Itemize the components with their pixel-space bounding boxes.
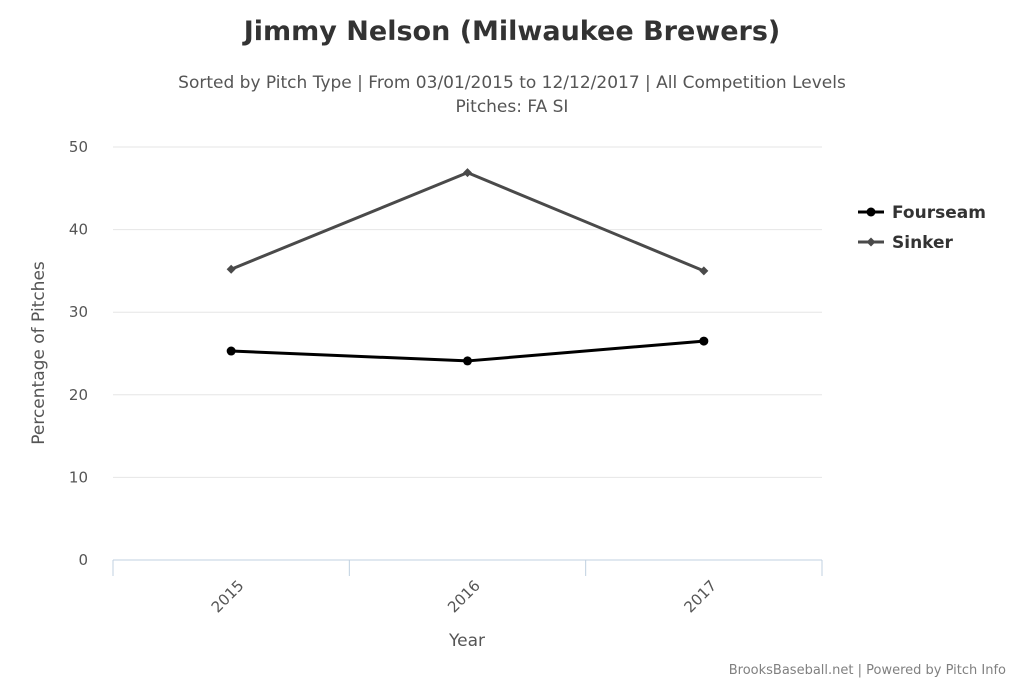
x-axis-title: Year <box>448 631 485 651</box>
x-tick-label: 2015 <box>208 577 248 617</box>
y-tick-label: 0 <box>78 551 88 569</box>
legend-item-sinker[interactable]: Sinker <box>858 233 954 253</box>
data-point-sinker[interactable] <box>226 264 236 274</box>
data-point-fourseam[interactable] <box>463 356 472 366</box>
y-axis-ticks: 0 10 20 30 40 50 <box>69 138 88 569</box>
x-tick-label: 2016 <box>444 577 484 617</box>
legend-label-sinker: Sinker <box>892 233 954 253</box>
data-point-sinker[interactable] <box>699 266 709 276</box>
legend-item-fourseam[interactable]: Fourseam <box>858 203 986 223</box>
x-axis-ticks: 2015 2016 2017 <box>208 577 720 617</box>
y-tick-label: 20 <box>69 386 88 404</box>
legend-marker-fourseam <box>866 207 876 217</box>
chart-subtitle-line-2: Pitches: FA SI <box>456 97 569 117</box>
y-tick-label: 40 <box>69 221 88 239</box>
legend-label-fourseam: Fourseam <box>892 203 986 223</box>
legend[interactable]: Fourseam Sinker <box>858 203 986 253</box>
y-tick-label: 10 <box>69 468 88 486</box>
series-lines <box>226 168 709 366</box>
credits-text[interactable]: BrooksBaseball.net | Powered by Pitch In… <box>729 663 1006 678</box>
chart-title: Jimmy Nelson (Milwaukee Brewers) <box>242 16 781 47</box>
y-tick-label: 30 <box>69 303 88 321</box>
x-axis <box>112 559 823 576</box>
x-tick-label: 2017 <box>680 577 720 617</box>
data-point-fourseam[interactable] <box>226 346 236 356</box>
y-axis-title: Percentage of Pitches <box>29 261 49 445</box>
series-line-sinker <box>229 171 706 273</box>
legend-marker-sinker <box>866 237 876 247</box>
data-point-sinker[interactable] <box>463 168 472 178</box>
data-point-fourseam[interactable] <box>699 336 709 346</box>
grid-lines <box>113 146 822 478</box>
chart-subtitle-line-1: Sorted by Pitch Type | From 03/01/2015 t… <box>178 73 846 93</box>
y-tick-label: 50 <box>69 138 88 156</box>
